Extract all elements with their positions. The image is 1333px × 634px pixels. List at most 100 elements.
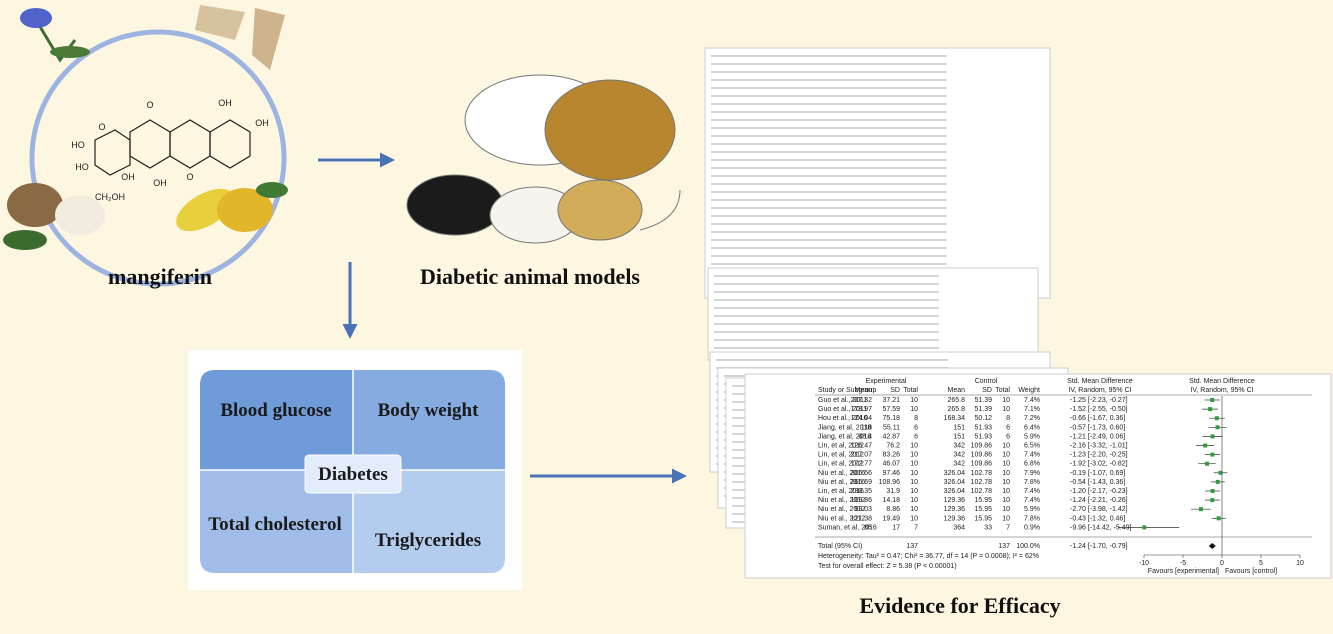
cell: -0.43 [-1.32, 0.46] [1070,515,1125,522]
bark-pieces [195,5,285,70]
effect-square [1215,425,1220,430]
cell: 10 [910,488,918,495]
cell: 6.5% [1024,443,1040,450]
cell: Guo et al., 2011 [818,397,867,404]
cell: 10 [910,406,918,413]
cell: 102.78 [971,488,993,495]
mangoes [176,182,288,232]
cell: 10 [1002,479,1010,486]
cell: 121.38 [851,515,873,522]
cell: 75.18 [882,415,900,422]
compound-label: mangiferin [108,264,212,289]
cell: Guo et al., 2011 [818,406,867,413]
effect-square [1142,525,1147,530]
cell: 14.18 [882,497,900,504]
cell: Lin, et al, 2016 [818,488,864,495]
cell: 364 [953,524,965,531]
cell: 151 [953,433,965,440]
column-group: Std. Mean Difference [1189,378,1255,385]
cell: Jiang, et al, 2018 [818,424,871,431]
cell: 15.95 [974,497,992,504]
effect-square [1215,479,1220,484]
diabetes-quadrants [200,370,505,573]
quadrant-label: Triglycerides [375,530,481,551]
cell: 7.4% [1024,452,1040,459]
cell: 6 [1006,433,1010,440]
cell: 15.95 [974,506,992,513]
cell: 10 [1002,488,1010,495]
cell: -1.23 [-2.20, -0.25] [1070,452,1128,459]
cell: 51.39 [974,406,992,413]
cell: 85 [864,524,872,531]
cell: 10 [1002,406,1010,413]
molecule-label: OH [153,178,167,188]
cell: -2.16 [-3.32, -1.01] [1070,443,1128,450]
molecule-label: O [146,100,153,110]
cell: 31.9 [886,488,900,495]
cell: 266.69 [851,479,873,486]
cell: 33 [984,524,992,531]
cell: Niu et al., 2012 [818,506,865,513]
heterogeneity: Heterogeneity: Tau² = 0.47; Chi² = 36.77… [818,553,1039,560]
cell: 10 [910,506,918,513]
cell: 83.26 [882,452,900,459]
cell: Lin, et al, 2012 [818,452,864,459]
quadrant-box: Total cholesterol [208,514,342,535]
center-label: Diabetes [318,464,388,485]
column-header: Mean [854,387,872,394]
cell: 88.4 [858,433,872,440]
cell: 51.93 [974,433,992,440]
effect-square [1198,507,1203,512]
molecule-label: O [186,172,193,182]
cell: 10 [910,452,918,459]
molecule-label: OH [218,98,232,108]
card [707,267,1039,361]
column-header: IV, Random, 95% CI [1190,387,1253,394]
quadrant-label: Body weight [378,400,479,421]
cell: -0.66 [-1.67, 0.36] [1070,415,1125,422]
cell: 230.35 [851,488,873,495]
cell: 124.04 [851,415,873,422]
cell: 342 [953,452,965,459]
cell: 129.36 [944,506,966,513]
cell: 129.36 [944,515,966,522]
cell: 51.93 [974,424,992,431]
card [704,47,1051,299]
cell: Total (95% CI) [818,543,862,550]
cell: 217.07 [851,452,873,459]
cell: 10 [910,515,918,522]
cell: 7.4% [1024,397,1040,404]
cell: Niu et al., 2016 [818,470,865,477]
effect-square [1210,398,1215,402]
molecule-label: CH₂OH [95,192,125,202]
effect-square [1214,416,1219,421]
cell: 6 [1006,424,1010,431]
cell: 50.12 [974,415,992,422]
cell: Jiang, et al, 2018 [818,433,871,440]
effect-square [1210,452,1215,457]
column-header: SD [982,387,992,394]
cell: 326.04 [944,470,966,477]
cell: -1.20 [-2.17, -0.23] [1070,488,1128,495]
cell: 8.86 [886,506,900,513]
column-header: Weight [1018,387,1040,394]
cell: -2.70 [-3.98, -1.42] [1070,506,1128,513]
cell: 10 [1002,461,1010,468]
cell: 326.04 [944,479,966,486]
plot-area [1118,398,1228,549]
tick-label: 5 [1259,560,1263,567]
effect-square [1210,489,1215,493]
tick-label: -5 [1180,560,1186,567]
cell: -0.57 [-1.73, 0.60] [1070,424,1125,431]
animals-label: Diabetic animal models [420,264,640,289]
cell: Lin, et al, 2012 [818,461,864,468]
cell: 10 [910,497,918,504]
favours-label: Favours [control] [1225,568,1277,575]
cell: 129.36 [944,497,966,504]
cell: 10 [910,479,918,486]
effect-square [1218,470,1223,475]
cell: -1.21 [-2.49, 0.06] [1070,433,1125,440]
cell: -0.19 [-1.07, 0.69] [1070,470,1125,477]
cell: Niu et al., 2012 [818,497,865,504]
